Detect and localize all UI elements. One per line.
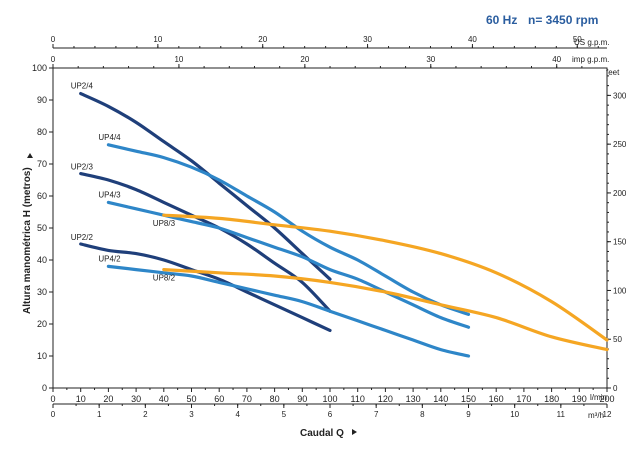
imp-gpm-unit-label: imp g.p.m. <box>572 55 609 64</box>
feet-tick-label: 150 <box>613 238 627 247</box>
x-tick-label: 10 <box>76 394 86 404</box>
curve-label-up4-4: UP4/4 <box>98 133 121 142</box>
us-gpm-tick-label: 50 <box>573 35 582 44</box>
x-tick-label: 100 <box>322 394 337 404</box>
flow-m3h-axis: 0 1 2 3 4 5 6 7 8 9 10 11 12 <box>51 403 612 419</box>
x-axis-arrow-icon <box>352 429 357 435</box>
curve-up4-2 <box>106 264 471 358</box>
x-tick-label: 130 <box>406 394 421 404</box>
imp-gpm-axis: 0 10 20 30 40 <box>51 55 583 68</box>
m3h-tick-label: 4 <box>235 410 240 419</box>
x-tick-label: 50 <box>186 394 196 404</box>
us-gpm-unit-label: US g.p.m. <box>574 38 610 47</box>
imp-gpm-tick-label: 40 <box>552 55 561 64</box>
pump-curve-labels: UP2/4 UP2/3 UP2/2 UP4/4 UP4/3 UP4/2 UP8/3 UP8/2 <box>71 82 176 283</box>
curve-label-up2-4: UP2/4 <box>71 82 94 91</box>
x-tick-label: 190 <box>572 394 587 404</box>
y-tick-label: 60 <box>37 191 47 201</box>
feet-unit-label: feet <box>606 68 620 77</box>
plot-frame <box>52 67 608 389</box>
m3h-tick-label: 7 <box>374 410 379 419</box>
y-tick-label: 0 <box>42 383 47 393</box>
y-tick-label: 100 <box>32 63 47 73</box>
m3h-tick-label: 5 <box>282 410 287 419</box>
x-tick-label: 170 <box>516 394 531 404</box>
x-axis-title: Caudal Q <box>300 428 344 439</box>
x-tick-label: 40 <box>159 394 169 404</box>
curve-label-up8-3: UP8/3 <box>153 219 176 228</box>
imp-gpm-tick-label: 10 <box>174 55 183 64</box>
m3h-tick-label: 12 <box>603 410 612 419</box>
us-gpm-tick-label: 0 <box>51 35 56 44</box>
us-gpm-tick-label: 40 <box>468 35 477 44</box>
us-gpm-tick-label: 20 <box>258 35 267 44</box>
x-tick-label: 150 <box>461 394 476 404</box>
m3h-tick-label: 0 <box>51 410 56 419</box>
x-tick-label: 110 <box>351 394 365 404</box>
feet-tick-label: 200 <box>613 189 627 198</box>
speed-label: n= 3450 rpm <box>528 13 598 27</box>
x-tick-label: 200 <box>599 394 614 404</box>
y-tick-label: 80 <box>37 127 47 137</box>
x-tick-label: 120 <box>378 394 393 404</box>
m3h-tick-label: 9 <box>466 410 471 419</box>
y-tick-label: 40 <box>37 255 47 265</box>
feet-tick-label: 50 <box>613 335 622 344</box>
pump-curves <box>79 92 609 358</box>
curve-label-up4-3: UP4/3 <box>98 190 121 199</box>
feet-tick-label: 0 <box>613 384 618 393</box>
m3h-tick-label: 8 <box>420 410 425 419</box>
head-meters-axis: 0 10 20 30 40 50 60 70 80 90 100 <box>32 63 53 393</box>
y-tick-label: 30 <box>37 287 47 297</box>
m3h-tick-label: 1 <box>97 410 102 419</box>
x-tick-label: 180 <box>544 394 559 404</box>
curve-up8-3 <box>162 213 609 342</box>
y-tick-label: 20 <box>37 319 47 329</box>
m3h-tick-label: 6 <box>328 410 333 419</box>
y-axis-arrow-icon <box>27 153 33 158</box>
y-tick-label: 10 <box>37 351 47 361</box>
imp-gpm-tick-label: 30 <box>426 55 435 64</box>
us-gpm-tick-label: 30 <box>363 35 372 44</box>
y-tick-label: 90 <box>37 95 47 105</box>
x-tick-label: 30 <box>131 394 141 404</box>
x-tick-label: 140 <box>433 394 448 404</box>
curve-label-up2-2: UP2/2 <box>71 233 94 242</box>
flow-lpm-axis: 0 10 20 30 40 50 60 70 80 90 100 110 120 130 140 150 160… <box>50 388 615 404</box>
x-tick-label: 160 <box>489 394 504 404</box>
head-feet-axis: 0 50 100 150 200 250 300 <box>607 75 627 393</box>
x-tick-label: 0 <box>50 394 55 404</box>
curve-up2-3 <box>79 172 332 313</box>
x-tick-label: 90 <box>297 394 307 404</box>
x-tick-label: 80 <box>270 394 280 404</box>
m3h-tick-label: 3 <box>189 410 194 419</box>
m3h-tick-label: 2 <box>143 410 148 419</box>
m3h-tick-label: 10 <box>510 410 519 419</box>
x-tick-label: 60 <box>214 394 224 404</box>
plot-area <box>52 67 608 389</box>
x-tick-label: 20 <box>103 394 113 404</box>
curve-up2-2 <box>79 242 332 332</box>
feet-tick-label: 250 <box>613 140 627 149</box>
curve-label-up4-2: UP4/2 <box>98 254 121 263</box>
m3h-tick-label: 11 <box>557 410 566 419</box>
lpm-unit-label: l/min <box>590 393 607 402</box>
curve-label-up2-3: UP2/3 <box>71 163 94 172</box>
feet-tick-label: 300 <box>613 91 627 100</box>
y-axis-title: Altura manométrica H (metros) <box>22 167 33 314</box>
us-gpm-tick-label: 10 <box>153 35 162 44</box>
curve-up4-4 <box>106 143 471 316</box>
x-tick-label: 70 <box>242 394 252 404</box>
feet-tick-label: 100 <box>613 286 627 295</box>
m3h-unit-label: m³/h <box>588 411 604 420</box>
us-gpm-axis: 0 10 20 30 40 50 <box>51 35 607 49</box>
y-tick-label: 50 <box>37 223 47 233</box>
frequency-label: 60 Hz <box>486 13 517 27</box>
curve-label-up8-2: UP8/2 <box>153 274 176 283</box>
curve-up8-2 <box>162 268 609 352</box>
y-tick-label: 70 <box>37 159 47 169</box>
imp-gpm-tick-label: 0 <box>51 55 56 64</box>
imp-gpm-tick-label: 20 <box>300 55 309 64</box>
